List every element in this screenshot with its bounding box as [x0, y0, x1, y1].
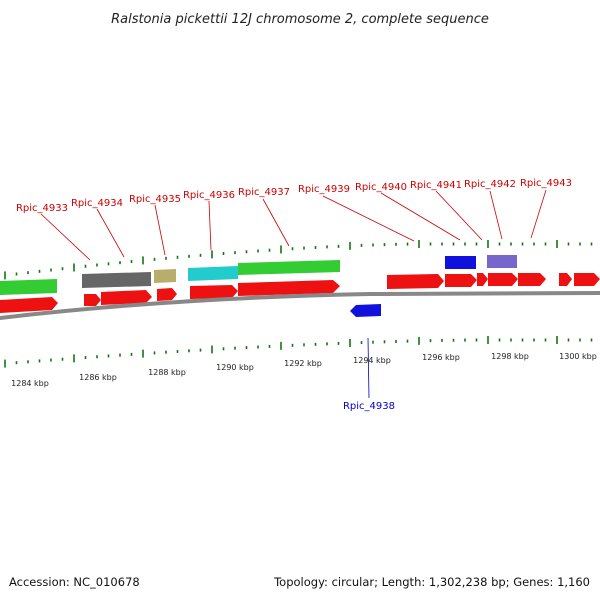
leader-rpic-4936 [208, 200, 212, 251]
tick-label-1296: 1296 kbp [422, 353, 460, 362]
leader-rpic-4941 [435, 190, 483, 241]
gene-arrow-rpic-4933 [84, 294, 101, 306]
gene-arrow-rpic-4941 [477, 273, 488, 286]
topology-text: Topology: circular; Length: 1,302,238 bp… [273, 575, 590, 589]
gene-label-rpic-4935: Rpic_4935 [129, 194, 181, 205]
forward-gene-track [0, 273, 600, 313]
gene-label-rpic-4933: Rpic_4933 [16, 203, 68, 214]
olive-feature [154, 269, 176, 283]
gray-feature [82, 272, 151, 288]
gene-label-rpic-4941: Rpic_4941 [410, 180, 462, 191]
gene-arrow-rpic-4935 [157, 288, 177, 301]
leader-rpic-4938 [367, 337, 370, 399]
gene-arrow-rpic-4943 [518, 273, 546, 286]
tick-label-1288: 1288 kbp [148, 368, 186, 377]
tick-label-1300: 1300 kbp [559, 352, 597, 361]
leader-rpic-4937 [262, 198, 290, 247]
tick-label-1298: 1298 kbp [491, 352, 529, 361]
leader-rpic-4942 [489, 190, 503, 240]
upper-tick-marks [4, 240, 593, 280]
gene-arrow-rpic-4934 [101, 290, 152, 305]
gene-label-rpic-4939: Rpic_4939 [298, 184, 350, 195]
tick-label-1292: 1292 kbp [284, 359, 322, 368]
gene-arrow-rpic-4940 [445, 274, 477, 287]
leader-rpic-4943 [530, 189, 547, 239]
gene-label-rpic-4943: Rpic_4943 [520, 178, 572, 189]
green-feature-left [0, 279, 57, 295]
tick-label-1294: 1294 kbp [353, 356, 391, 365]
gene-label-rpic-4940: Rpic_4940 [355, 182, 407, 193]
green-feature-right [238, 260, 340, 275]
gene-arrow-right-2 [574, 273, 600, 286]
lavender-feature [487, 255, 517, 268]
gene-label-rpic-4934: Rpic_4934 [71, 198, 123, 209]
leader-rpic-4939 [322, 195, 415, 242]
cyan-feature [188, 266, 238, 281]
scale-labels: 1284 kbp 1286 kbp 1288 kbp 1290 kbp 1292… [11, 352, 597, 388]
reverse-gene-arrow-rpic-4938 [350, 304, 381, 317]
leader-rpic-4933 [40, 213, 91, 261]
gene-label-leaders [40, 189, 547, 399]
gene-labels: Rpic_4933 Rpic_4934 Rpic_4935 Rpic_4936 … [16, 178, 572, 412]
gene-arrow-rpic-4936 [190, 285, 238, 299]
blue-feature-top [445, 256, 476, 269]
tick-label-1284: 1284 kbp [11, 379, 49, 388]
green-feature-track [0, 255, 517, 295]
gene-label-rpic-4938: Rpic_4938 [343, 401, 395, 412]
leader-rpic-4935 [154, 204, 166, 256]
gene-label-rpic-4936: Rpic_4936 [183, 190, 235, 201]
leader-rpic-4934 [96, 208, 125, 258]
gene-label-rpic-4942: Rpic_4942 [464, 179, 516, 190]
tick-label-1286: 1286 kbp [79, 373, 117, 382]
leader-rpic-4940 [380, 192, 461, 241]
chromosome-backbone [0, 291, 600, 320]
tick-label-1290: 1290 kbp [216, 363, 254, 372]
accession-text: Accession: NC_010678 [9, 575, 140, 589]
gene-arrow-rpic-4939 [387, 274, 444, 289]
gene-arrow-rpic-4937 [238, 280, 340, 296]
gene-label-rpic-4937: Rpic_4937 [238, 187, 290, 198]
gene-arrow-left-edge [0, 297, 58, 313]
gene-arrow-right-1 [559, 273, 572, 286]
gene-arrow-rpic-4942 [488, 273, 518, 286]
lower-tick-marks [4, 336, 593, 368]
map-title: Ralstonia pickettii 12J chromosome 2, co… [111, 12, 489, 27]
